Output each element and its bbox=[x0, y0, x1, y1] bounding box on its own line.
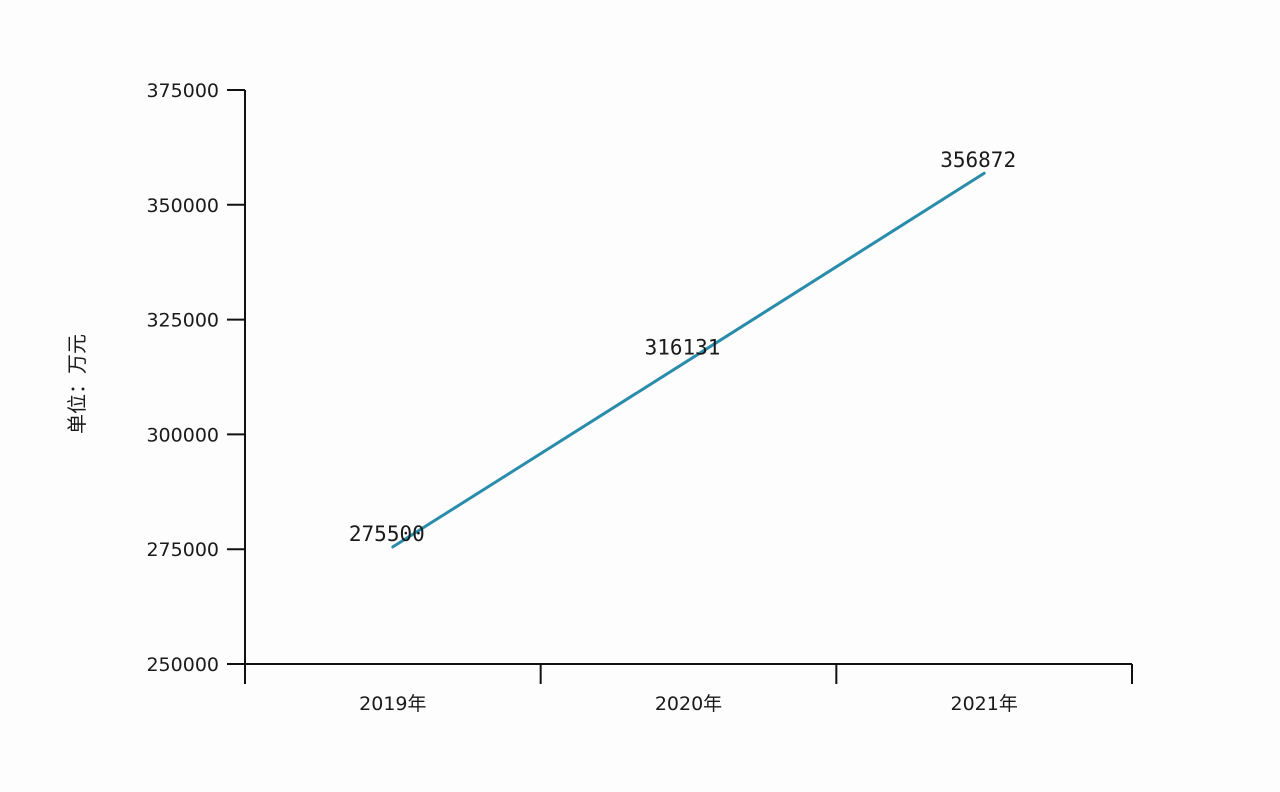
data-label: 316131 bbox=[645, 335, 721, 359]
y-tick-label: 275000 bbox=[146, 539, 219, 561]
data-label: 275500 bbox=[349, 522, 425, 546]
y-axis-title: 单位：万元 bbox=[65, 334, 89, 434]
series-group bbox=[391, 171, 986, 549]
series-line bbox=[391, 171, 986, 549]
x-tick-label: 2021年 bbox=[950, 693, 1017, 715]
data-labels: 275500 316131 356872 bbox=[349, 148, 1016, 546]
y-tick-label: 375000 bbox=[146, 80, 219, 102]
x-tick-label: 2019年 bbox=[359, 693, 426, 715]
y-tick-label: 300000 bbox=[146, 424, 219, 446]
x-tick-label: 2020年 bbox=[655, 693, 722, 715]
y-tick-label: 350000 bbox=[146, 195, 219, 217]
y-axis-ticks: 250000 275000 300000 325000 350000 375000 bbox=[146, 80, 245, 676]
y-tick-label: 325000 bbox=[146, 310, 219, 332]
x-axis-ticks: 2019年 2020年 2021年 bbox=[244, 664, 1133, 715]
y-tick-label: 250000 bbox=[146, 654, 219, 676]
data-label: 356872 bbox=[940, 148, 1016, 172]
